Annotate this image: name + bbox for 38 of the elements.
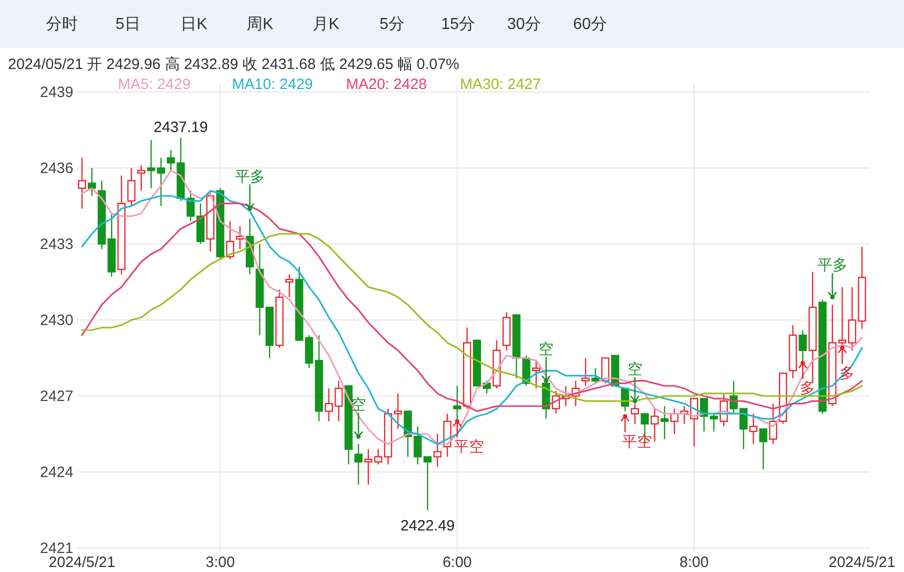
candlestick bbox=[650, 408, 659, 442]
legend: MA5: 2429 MA10: 2429 MA20: 2428 MA30: 2427 bbox=[118, 76, 541, 93]
data-label: 平多 bbox=[817, 257, 848, 274]
y-tick-label: 2439 bbox=[40, 84, 74, 101]
x-tick-label: 6:00 bbox=[442, 554, 472, 571]
tabs: 分时 5日 日K 周K 月K 5分 15分 30分 60分 bbox=[46, 16, 607, 33]
data-label: 多 bbox=[800, 380, 815, 398]
data-label: 空 bbox=[538, 340, 554, 358]
candlestick bbox=[156, 157, 166, 207]
candlestick bbox=[394, 392, 402, 430]
annotation: 2437.19 bbox=[154, 118, 208, 136]
chart-title: 2024/05/21 开 2429.96 高 2432.89 收 2431.68 低 2429.65 幅 0.07% bbox=[8, 56, 460, 73]
candlestick bbox=[660, 406, 669, 440]
y-tick-label: 2430 bbox=[40, 312, 74, 329]
data-label: 平空 bbox=[622, 433, 652, 450]
candlestick bbox=[285, 274, 294, 298]
x-tick-label: 3:00 bbox=[206, 554, 235, 571]
y-tick-label: 2427 bbox=[40, 388, 74, 405]
candlestick bbox=[354, 444, 363, 486]
candlestick bbox=[137, 164, 146, 192]
annotation: 2422.49 bbox=[400, 517, 455, 534]
data-label: 平空 bbox=[454, 438, 484, 456]
candlestick bbox=[433, 433, 442, 468]
x-tick-label: 8:00 bbox=[680, 554, 709, 571]
y-tick-label: 2421 bbox=[40, 540, 74, 557]
data-label: 空 bbox=[627, 361, 642, 378]
candlestick bbox=[314, 334, 324, 422]
candlestick bbox=[78, 157, 86, 210]
y-tick-label: 2424 bbox=[40, 464, 74, 481]
y-tick-label: 2433 bbox=[40, 236, 74, 253]
x-tick-label: 2024/5/21 bbox=[48, 554, 116, 571]
data-label: 平多 bbox=[234, 168, 265, 186]
line-series bbox=[81, 202, 863, 412]
y-tick-label: 2436 bbox=[40, 160, 74, 177]
x-tick-label: 2024/5/21 bbox=[828, 554, 896, 571]
candlestick bbox=[749, 413, 758, 445]
candlestick bbox=[147, 140, 156, 189]
data-label: 空 bbox=[350, 396, 366, 414]
